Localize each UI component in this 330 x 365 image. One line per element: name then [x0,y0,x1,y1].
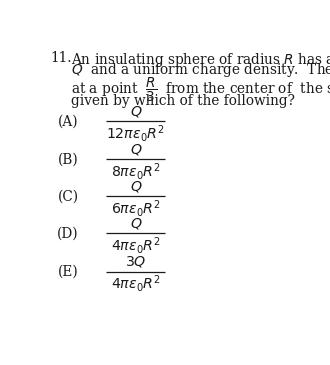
Text: $8\pi\epsilon_0 R^2$: $8\pi\epsilon_0 R^2$ [111,161,161,182]
Text: $12\pi\epsilon_0 R^2$: $12\pi\epsilon_0 R^2$ [107,123,165,144]
Text: (E): (E) [58,265,79,279]
Text: $4\pi\epsilon_0 R^2$: $4\pi\epsilon_0 R^2$ [111,235,161,255]
Text: at a point  $\dfrac{R}{3}$  from the center of  the sphere is: at a point $\dfrac{R}{3}$ from the cente… [71,76,330,104]
Text: (C): (C) [57,189,79,203]
Text: (D): (D) [57,226,79,240]
Text: $6\pi\epsilon_0 R^2$: $6\pi\epsilon_0 R^2$ [111,198,161,219]
Text: $Q$: $Q$ [130,104,142,119]
Text: An insulating sphere of radius $R$ has a total charge: An insulating sphere of radius $R$ has a… [71,51,330,69]
Text: 11.: 11. [50,51,72,65]
Text: (B): (B) [58,152,79,166]
Text: $Q$: $Q$ [130,179,142,194]
Text: $3Q$: $3Q$ [125,254,147,269]
Text: (A): (A) [58,114,79,128]
Text: $Q$: $Q$ [130,216,142,231]
Text: $Q$  and a uniform charge density.  The electric field: $Q$ and a uniform charge density. The el… [71,61,330,79]
Text: $Q$: $Q$ [130,142,142,157]
Text: given by which of the following?: given by which of the following? [71,95,295,108]
Text: $4\pi\epsilon_0 R^2$: $4\pi\epsilon_0 R^2$ [111,273,161,294]
